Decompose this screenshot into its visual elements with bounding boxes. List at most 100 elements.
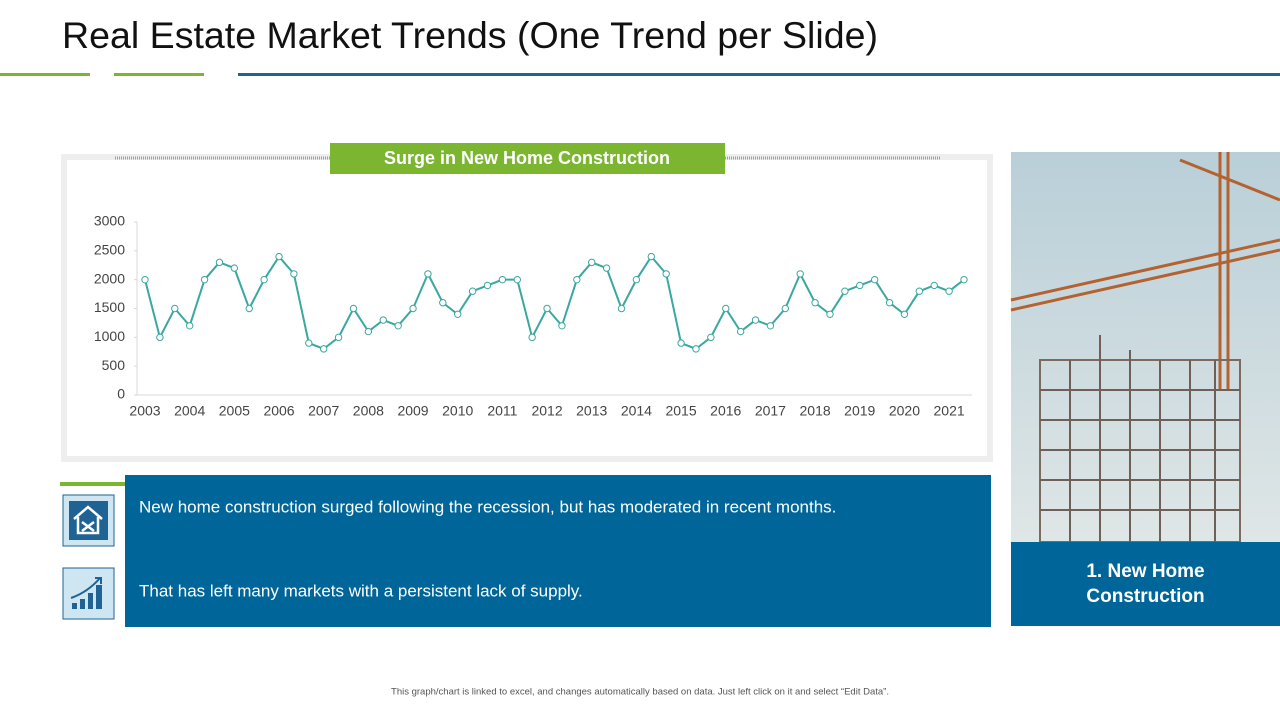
x-tick-label: 2017 xyxy=(755,403,786,419)
data-point xyxy=(781,304,790,313)
x-tick-label: 2010 xyxy=(442,403,473,419)
data-point xyxy=(454,310,462,318)
data-point xyxy=(215,258,224,267)
rule xyxy=(0,73,90,76)
data-point xyxy=(588,258,596,267)
icon-house xyxy=(62,494,115,547)
data-point xyxy=(394,322,402,330)
caption-box xyxy=(1011,542,1280,626)
caption: 1. New Home Construction xyxy=(1086,561,1205,607)
icon-growth xyxy=(62,567,115,620)
x-tick-label: 2021 xyxy=(934,403,965,419)
x-tick-label: 2015 xyxy=(665,403,696,419)
data-point xyxy=(885,299,894,307)
chart-title: Surge in New Home Construction xyxy=(384,148,670,168)
point-text: New home construction surged following t… xyxy=(139,497,836,516)
data-point xyxy=(811,299,819,307)
data-point xyxy=(513,275,521,284)
y-tick-label: 1000 xyxy=(94,328,125,344)
data-point xyxy=(230,264,239,272)
data-point xyxy=(171,304,179,313)
x-tick-label: 2020 xyxy=(889,403,920,419)
data-point xyxy=(305,339,313,347)
photo xyxy=(1010,152,1280,543)
data-point xyxy=(796,270,804,278)
data-point xyxy=(647,252,655,261)
data-point xyxy=(960,275,968,284)
data-point xyxy=(409,304,417,313)
data-point xyxy=(692,345,700,353)
x-tick-label: 2008 xyxy=(353,403,384,419)
y-tick-label: 0 xyxy=(117,386,125,402)
data-point xyxy=(483,281,492,290)
slide-title: Real Estate Market Trends (One Trend per… xyxy=(62,15,878,56)
chart-title-box xyxy=(330,143,725,174)
data-point xyxy=(245,304,253,313)
data-point xyxy=(156,333,164,342)
data-point xyxy=(602,264,611,272)
x-tick-label: 2019 xyxy=(844,403,875,419)
y-tick-label: 2500 xyxy=(94,242,125,258)
rule xyxy=(238,73,1280,76)
data-point xyxy=(736,327,745,336)
data-point xyxy=(632,275,641,284)
data-point xyxy=(543,304,551,313)
data-point xyxy=(334,333,343,342)
data-point xyxy=(870,275,879,284)
footer-note: This graph/chart is linked to excel, and… xyxy=(391,687,889,698)
x-tick-label: 2003 xyxy=(129,403,160,419)
x-tick-label: 2014 xyxy=(621,403,652,419)
x-tick-label: 2018 xyxy=(800,403,831,419)
x-tick-label: 2007 xyxy=(308,403,339,419)
accent xyxy=(60,482,185,486)
data-point xyxy=(751,316,760,324)
x-tick-label: 2006 xyxy=(263,403,294,419)
data-point xyxy=(558,322,566,330)
data-point xyxy=(439,299,447,307)
data-point xyxy=(275,252,283,261)
data-point xyxy=(498,275,507,284)
data-point xyxy=(826,310,834,318)
data-point xyxy=(424,270,432,278)
y-tick-label: 500 xyxy=(102,357,126,373)
data-point xyxy=(185,322,194,330)
data-point xyxy=(468,287,477,295)
data-point xyxy=(766,322,775,330)
x-tick-label: 2012 xyxy=(531,403,562,419)
data-point xyxy=(707,333,715,342)
x-tick-label: 2016 xyxy=(710,403,741,419)
data-point xyxy=(319,345,328,353)
y-tick-label: 1500 xyxy=(94,299,125,315)
data-point xyxy=(841,287,849,295)
data-point xyxy=(900,310,909,318)
data-point xyxy=(349,304,358,313)
data-point xyxy=(260,275,268,284)
data-point xyxy=(290,270,298,278)
data-point xyxy=(722,304,730,313)
caption-holder: 1. New Home Construction xyxy=(1086,561,1205,607)
data-point xyxy=(945,287,953,295)
data-point xyxy=(677,339,685,347)
x-tick-label: 2009 xyxy=(397,403,428,419)
rule xyxy=(114,73,204,76)
text-box xyxy=(125,475,991,627)
chart-frame xyxy=(61,154,993,462)
data-point xyxy=(364,327,373,336)
data-point xyxy=(141,275,149,284)
data-point xyxy=(528,333,536,342)
x-tick-label: 2013 xyxy=(576,403,607,419)
x-tick-label: 2011 xyxy=(487,403,517,419)
x-tick-label: 2004 xyxy=(174,403,205,419)
data-point xyxy=(930,281,938,290)
data-point xyxy=(200,275,209,284)
data-point xyxy=(573,275,581,284)
y-tick-label: 3000 xyxy=(94,213,125,229)
x-tick-label: 2005 xyxy=(219,403,250,419)
data-point xyxy=(379,316,387,324)
data-point xyxy=(856,281,864,290)
point-text: That has left many markets with a persis… xyxy=(139,581,583,600)
data-point xyxy=(662,270,670,278)
data-point xyxy=(617,304,626,313)
data-point xyxy=(915,287,924,295)
